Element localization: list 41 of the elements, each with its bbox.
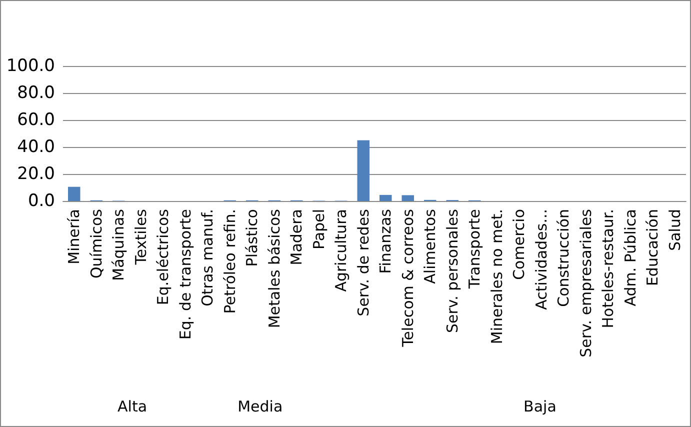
y-tick-label: 100.0 [6, 56, 55, 76]
y-tick-label: 60.0 [17, 110, 55, 130]
x-tick-label: Construcción [554, 209, 573, 307]
bar [380, 194, 392, 201]
x-tick-label: Actividades... [532, 209, 550, 310]
x-tick-label: Serv. de redes [354, 208, 372, 316]
x-tick-label: Químicos [87, 208, 106, 278]
x-tick-label: Comercio [510, 209, 528, 280]
x-tick-label: Eq. de transporte [176, 209, 194, 340]
x-tick-label: Máquinas [110, 208, 128, 281]
x-tick-label: Madera [288, 209, 306, 266]
x-tick-label: Metales básicos [265, 208, 284, 328]
bar [357, 140, 370, 201]
y-tick-label: 20.0 [17, 164, 55, 184]
x-tick-label: Agricultura [332, 209, 350, 292]
y-tick-label: 80.0 [17, 83, 55, 103]
x-tick-label: Eq.eléctricos [154, 208, 172, 306]
y-tick-label: 0.0 [28, 191, 55, 211]
x-tick-label: Minería [65, 209, 84, 264]
x-tick-label: Plástico [243, 209, 262, 267]
x-tick-label: Adm. Pública [621, 209, 640, 306]
x-tick-label: Serv. empresariales [576, 208, 595, 358]
text: Baja [524, 398, 556, 416]
text: Alta [118, 398, 148, 416]
x-tick-label: Transporte [466, 209, 484, 290]
x-tick-label: Finanzas [376, 208, 395, 274]
x-tick-label: Serv. personales [443, 208, 462, 333]
x-tick-label: Petróleo refin. [220, 209, 239, 314]
x-tick-label: Telecom & correos [398, 208, 417, 348]
x-tick-label: Educación [644, 209, 662, 286]
x-tick-label: Minerales no met. [488, 209, 506, 344]
bar [68, 186, 80, 201]
x-tick-label: Alimentos [421, 208, 440, 284]
x-tick-label: Papel [310, 209, 328, 250]
text: Media [238, 398, 283, 416]
x-tick-label: Hoteles-restaur. [599, 209, 618, 328]
x-tick-label: Otras manuf. [198, 209, 217, 306]
y-tick-label: 40.0 [17, 137, 55, 157]
x-tick-label: Salud [666, 209, 684, 251]
x-tick-label: Textiles [132, 208, 150, 266]
bar [402, 195, 414, 201]
